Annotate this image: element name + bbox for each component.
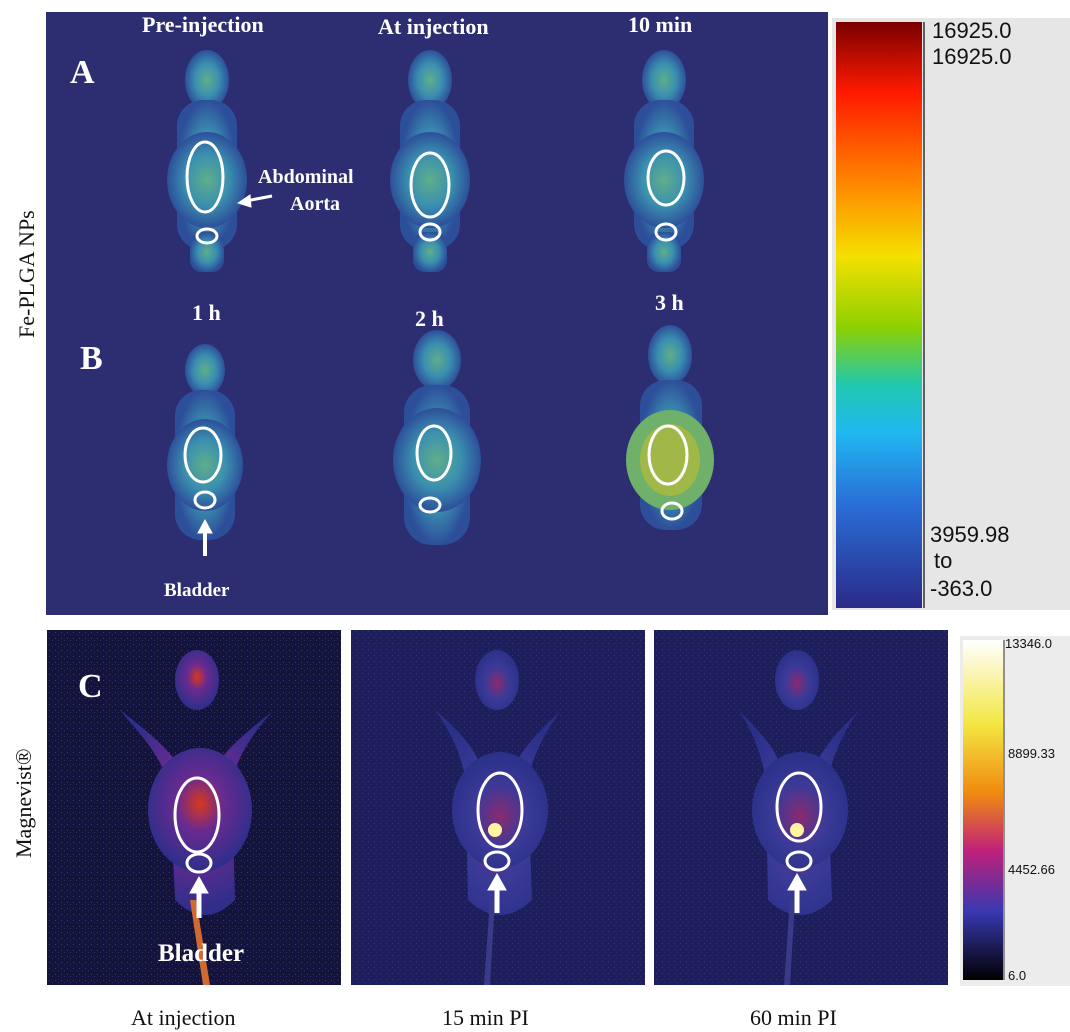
label-bladder-top: Bladder <box>164 580 230 601</box>
caption-15-min-pi: 15 min PI <box>442 1005 529 1030</box>
mouse-10-min <box>624 50 704 272</box>
colorbar-bottom-mid1: 8899.33 <box>1008 746 1055 761</box>
caption-60-min-pi: 60 min PI <box>750 1005 837 1030</box>
title-2-h: 2 h <box>415 306 444 331</box>
mouse-magnevist-15-min <box>435 650 560 985</box>
colorbar-top-gradient <box>836 22 922 608</box>
colorbar-bottom-mid2: 4452.66 <box>1008 862 1055 877</box>
title-pre-injection: Pre-injection <box>142 12 264 37</box>
colorbar-top-min: -363.0 <box>930 576 993 601</box>
mouse-at-injection <box>390 50 470 272</box>
mouse-pre-injection <box>167 50 247 272</box>
bladder-signal-15-min <box>488 823 502 837</box>
panel-letter-a: A <box>70 54 95 91</box>
arrow-bladder-top <box>197 518 213 556</box>
colorbar-bottom-min: 6.0 <box>1008 968 1027 983</box>
bladder-signal-60-min <box>790 823 804 837</box>
panel-letter-b: B <box>80 340 103 377</box>
arrow-abdominal-aorta <box>236 194 273 208</box>
title-1-h: 1 h <box>192 300 221 325</box>
mouse-magnevist-at-injection <box>120 650 272 985</box>
label-bladder-bottom: Bladder <box>158 940 245 967</box>
colorbar-bottom-gradient <box>963 640 1003 980</box>
roi-ellipses-bottom <box>173 771 823 874</box>
colorbar-bottom-max: 13346.0 <box>1005 636 1052 651</box>
colorbar-top-max-1: 16925.0 <box>932 18 1012 43</box>
title-at-injection: At injection <box>378 14 489 39</box>
mouse-1-h <box>167 344 243 540</box>
caption-at-injection: At injection <box>131 1005 236 1030</box>
panel-letter-c: C <box>78 668 103 705</box>
label-aorta: Aorta <box>290 193 340 215</box>
mouse-2-h <box>393 330 481 545</box>
arrows-bladder-bottom <box>189 872 807 918</box>
colorbar-top-low: 3959.98 <box>930 522 1010 547</box>
mouse-magnevist-60-min <box>738 650 858 985</box>
colorbar-top-max-2: 16925.0 <box>932 44 1012 69</box>
colorbar-top-to: to <box>934 548 953 573</box>
title-10-min: 10 min <box>628 12 693 37</box>
roi-ellipses-top <box>183 140 689 521</box>
label-abdominal: Abdominal <box>258 166 354 188</box>
title-3-h: 3 h <box>655 290 684 315</box>
